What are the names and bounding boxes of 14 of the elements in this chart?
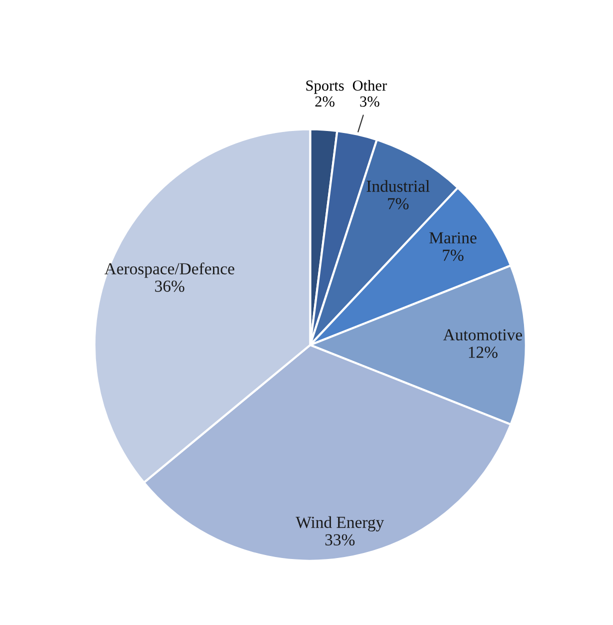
data-label: 2%: [315, 96, 334, 107]
slice-label: Automotive: [443, 329, 522, 340]
slice-label: Wind Energy: [296, 516, 384, 532]
data-label: 33%: [325, 534, 355, 546]
slice-label: Sports: [306, 80, 344, 94]
data-label: 36%: [155, 280, 184, 292]
data-label: 3%: [360, 96, 380, 107]
slice-label: Marine: [429, 232, 476, 244]
data-label: 7%: [388, 198, 409, 210]
slice-label: Other: [352, 80, 387, 91]
data-label: 12%: [468, 346, 498, 358]
slice-label: Industrial: [366, 180, 430, 192]
slice-label: Aerospace/Defence: [104, 262, 234, 278]
data-label: 7%: [442, 250, 464, 261]
